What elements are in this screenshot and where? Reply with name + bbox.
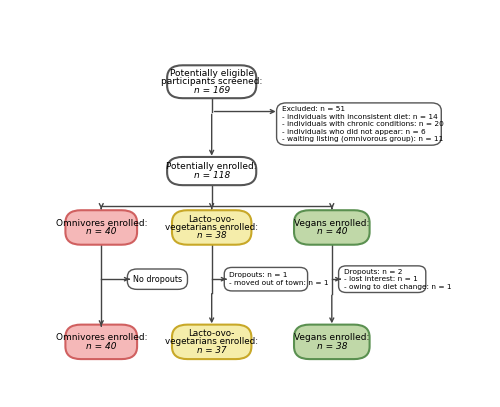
Text: - lost interest: n = 1: - lost interest: n = 1: [344, 276, 417, 282]
Text: n = 38: n = 38: [316, 342, 347, 351]
Text: - owing to diet change: n = 1: - owing to diet change: n = 1: [344, 284, 452, 290]
FancyBboxPatch shape: [294, 325, 370, 359]
Text: - moved out of town: n = 1: - moved out of town: n = 1: [230, 280, 329, 286]
Text: n = 40: n = 40: [86, 342, 117, 351]
Text: Potentially eligible: Potentially eligible: [170, 69, 254, 78]
Text: n = 40: n = 40: [86, 228, 117, 236]
Text: - individuals with inconsistent diet: n = 14: - individuals with inconsistent diet: n …: [282, 114, 438, 120]
FancyBboxPatch shape: [172, 325, 252, 359]
FancyBboxPatch shape: [128, 269, 188, 289]
FancyBboxPatch shape: [167, 157, 256, 185]
Text: Dropouts: n = 1: Dropouts: n = 1: [230, 272, 288, 278]
FancyBboxPatch shape: [294, 210, 370, 245]
Text: Dropouts: n = 2: Dropouts: n = 2: [344, 269, 402, 275]
Text: Vegans enrolled:: Vegans enrolled:: [294, 219, 370, 228]
FancyBboxPatch shape: [276, 103, 442, 145]
FancyBboxPatch shape: [66, 210, 137, 245]
Text: - waiting listing (omnivorous group): n = 11: - waiting listing (omnivorous group): n …: [282, 136, 443, 142]
Text: n = 37: n = 37: [197, 346, 226, 354]
Text: n = 38: n = 38: [197, 231, 226, 240]
Text: Lacto-ovo-: Lacto-ovo-: [188, 215, 235, 224]
FancyBboxPatch shape: [338, 266, 426, 293]
FancyBboxPatch shape: [172, 210, 252, 245]
Text: vegetarians enrolled:: vegetarians enrolled:: [165, 223, 258, 232]
FancyBboxPatch shape: [167, 65, 256, 98]
Text: vegetarians enrolled:: vegetarians enrolled:: [165, 337, 258, 346]
Text: Excluded: n = 51: Excluded: n = 51: [282, 106, 345, 112]
Text: - individuals who did not appear: n = 6: - individuals who did not appear: n = 6: [282, 129, 426, 135]
Text: Vegans enrolled:: Vegans enrolled:: [294, 333, 370, 342]
Text: Omnivores enrolled:: Omnivores enrolled:: [56, 219, 147, 228]
Text: n = 169: n = 169: [194, 86, 230, 95]
FancyBboxPatch shape: [66, 325, 137, 359]
FancyBboxPatch shape: [224, 267, 308, 291]
Text: Potentially enrolled:: Potentially enrolled:: [166, 162, 257, 171]
Text: n = 40: n = 40: [316, 228, 347, 236]
Text: - individuals with chronic conditions: n = 20: - individuals with chronic conditions: n…: [282, 121, 444, 127]
Text: participants screened:: participants screened:: [161, 77, 262, 86]
Text: Lacto-ovo-: Lacto-ovo-: [188, 329, 235, 338]
Text: Omnivores enrolled:: Omnivores enrolled:: [56, 333, 147, 342]
Text: n = 118: n = 118: [194, 171, 230, 180]
Text: No dropouts: No dropouts: [133, 275, 182, 284]
